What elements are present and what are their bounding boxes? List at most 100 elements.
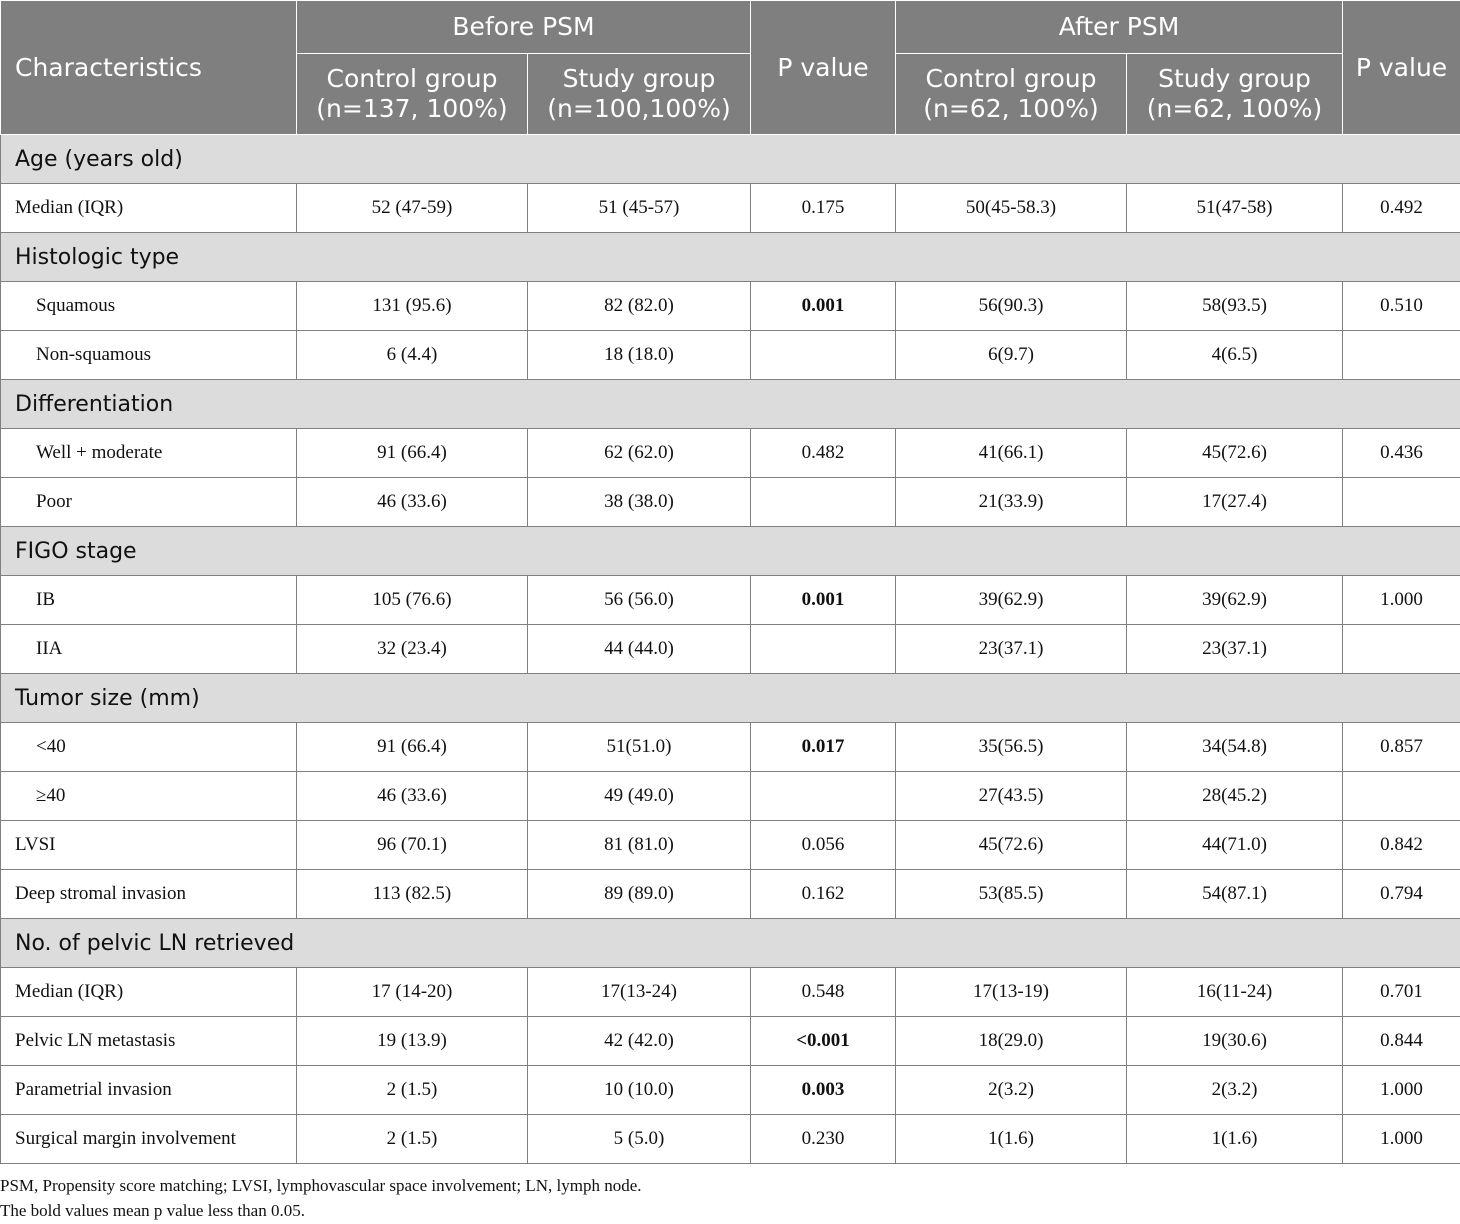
table-body: Age (years old) Median (IQR) 52 (47-59) 51 …: [0, 134, 1460, 1164]
table-cell: 16(11-24): [1126, 967, 1344, 1017]
table-cell: 18(29.0): [895, 1016, 1128, 1066]
row-label: ≥40: [0, 771, 297, 821]
table-header: Characteristics Before PSM P value After…: [0, 0, 1460, 135]
table-cell: 42 (42.0): [526, 1016, 752, 1066]
table-cell: 34(54.8): [1126, 722, 1344, 772]
table-cell: 0.162: [750, 869, 897, 919]
table-cell: 17(13-19): [895, 967, 1128, 1017]
table-cell: 105 (76.6): [296, 575, 528, 625]
table-cell: 1.000: [1342, 1065, 1460, 1115]
table-cell: 0.175: [750, 183, 897, 233]
table-cell: 113 (82.5): [296, 869, 528, 919]
section-row: Histologic type: [0, 232, 1460, 282]
table-cell: 51(47-58): [1126, 183, 1344, 233]
table-cell: 0.001: [750, 281, 897, 331]
table-cell: [750, 330, 897, 380]
row-label: Well + moderate: [0, 428, 297, 478]
table-row: Median (IQR) 17 (14-20) 17(13-24) 0.548 17(1…: [0, 967, 1460, 1017]
header-p-value-after: P value: [1342, 0, 1460, 135]
table-cell: [1342, 477, 1460, 527]
table-cell: 1.000: [1342, 575, 1460, 625]
table-cell: 2(3.2): [1126, 1065, 1344, 1115]
table-cell: 38 (38.0): [526, 477, 752, 527]
section-label: Histologic type: [0, 232, 1460, 282]
header-after-control: Control group (n=62, 100%): [895, 53, 1128, 135]
row-label: Non-squamous: [0, 330, 297, 380]
table-cell: 2 (1.5): [296, 1114, 528, 1164]
table-cell: 91 (66.4): [296, 722, 528, 772]
table-cell: 0.017: [750, 722, 897, 772]
table-cell: 52 (47-59): [296, 183, 528, 233]
table-cell: 62 (62.0): [526, 428, 752, 478]
table-cell: 4(6.5): [1126, 330, 1344, 380]
section-label: Age (years old): [0, 134, 1460, 184]
section-label: Tumor size (mm): [0, 673, 1460, 723]
table-cell: 1.000: [1342, 1114, 1460, 1164]
table-cell: 45(72.6): [895, 820, 1128, 870]
table-cell: 10 (10.0): [526, 1065, 752, 1115]
header-before-control: Control group (n=137, 100%): [296, 53, 528, 135]
table-cell: 50(45-58.3): [895, 183, 1128, 233]
footnote-bold-meaning: The bold values mean p value less than 0…: [0, 1201, 305, 1220]
row-label: Poor: [0, 477, 297, 527]
table-cell: 2(3.2): [895, 1065, 1128, 1115]
table-cell: 1(1.6): [895, 1114, 1128, 1164]
table-row: Deep stromal invasion 113 (82.5) 89 (89.0)…: [0, 869, 1460, 919]
table-cell: <0.001: [750, 1016, 897, 1066]
section-row: Age (years old): [0, 134, 1460, 184]
table-cell: 46 (33.6): [296, 771, 528, 821]
table-cell: 45(72.6): [1126, 428, 1344, 478]
section-row: No. of pelvic LN retrieved: [0, 918, 1460, 968]
table-cell: 89 (89.0): [526, 869, 752, 919]
table-cell: 131 (95.6): [296, 281, 528, 331]
table-cell: 23(37.1): [1126, 624, 1344, 674]
table-cell: 0.056: [750, 820, 897, 870]
table-cell: 17(13-24): [526, 967, 752, 1017]
table-cell: 82 (82.0): [526, 281, 752, 331]
section-label: No. of pelvic LN retrieved: [0, 918, 1460, 968]
characteristics-table: Characteristics Before PSM P value After…: [0, 0, 1460, 1164]
table-cell: 56(90.3): [895, 281, 1128, 331]
table-cell: 0.436: [1342, 428, 1460, 478]
section-row: Differentiation: [0, 379, 1460, 429]
footnote-abbreviations: PSM, Propensity score matching; LVSI, ly…: [0, 1176, 642, 1195]
section-label: Differentiation: [0, 379, 1460, 429]
table-cell: 17 (14-20): [296, 967, 528, 1017]
table-cell: 0.492: [1342, 183, 1460, 233]
header-before-study: Study group (n=100,100%): [526, 53, 752, 135]
table-cell: 6 (4.4): [296, 330, 528, 380]
table-cell: 56 (56.0): [526, 575, 752, 625]
table-cell: 41(66.1): [895, 428, 1128, 478]
row-label: Surgical margin involvement: [0, 1114, 297, 1164]
table-cell: 19(30.6): [1126, 1016, 1344, 1066]
header-after-psm: After PSM: [895, 0, 1344, 54]
table-cell: 0.482: [750, 428, 897, 478]
table-cell: 58(93.5): [1126, 281, 1344, 331]
table-cell: 44(71.0): [1126, 820, 1344, 870]
table-cell: [750, 771, 897, 821]
table-cell: [1342, 624, 1460, 674]
table-cell: [1342, 771, 1460, 821]
table-row: Well + moderate 91 (66.4) 62 (62.0) 0.482 41…: [0, 428, 1460, 478]
table-cell: 2 (1.5): [296, 1065, 528, 1115]
table-cell: 51 (45-57): [526, 183, 752, 233]
row-label: LVSI: [0, 820, 297, 870]
table-cell: 54(87.1): [1126, 869, 1344, 919]
section-row: FIGO stage: [0, 526, 1460, 576]
table-cell: 0.510: [1342, 281, 1460, 331]
header-characteristics: Characteristics: [0, 0, 297, 135]
table-cell: 0.230: [750, 1114, 897, 1164]
table-cell: 49 (49.0): [526, 771, 752, 821]
table-cell: 0.842: [1342, 820, 1460, 870]
table-row: ≥40 46 (33.6) 49 (49.0) 27(43.5) 28(45.2): [0, 771, 1460, 821]
row-label: Median (IQR): [0, 967, 297, 1017]
row-label: IIA: [0, 624, 297, 674]
section-label: FIGO stage: [0, 526, 1460, 576]
table-cell: 91 (66.4): [296, 428, 528, 478]
table-row: <40 91 (66.4) 51(51.0) 0.017 35(56.5) 34(54.8…: [0, 722, 1460, 772]
row-label: Squamous: [0, 281, 297, 331]
table-cell: 17(27.4): [1126, 477, 1344, 527]
table-row: Pelvic LN metastasis 19 (13.9) 42 (42.0) <0…: [0, 1016, 1460, 1066]
table-cell: 39(62.9): [1126, 575, 1344, 625]
row-label: Pelvic LN metastasis: [0, 1016, 297, 1066]
